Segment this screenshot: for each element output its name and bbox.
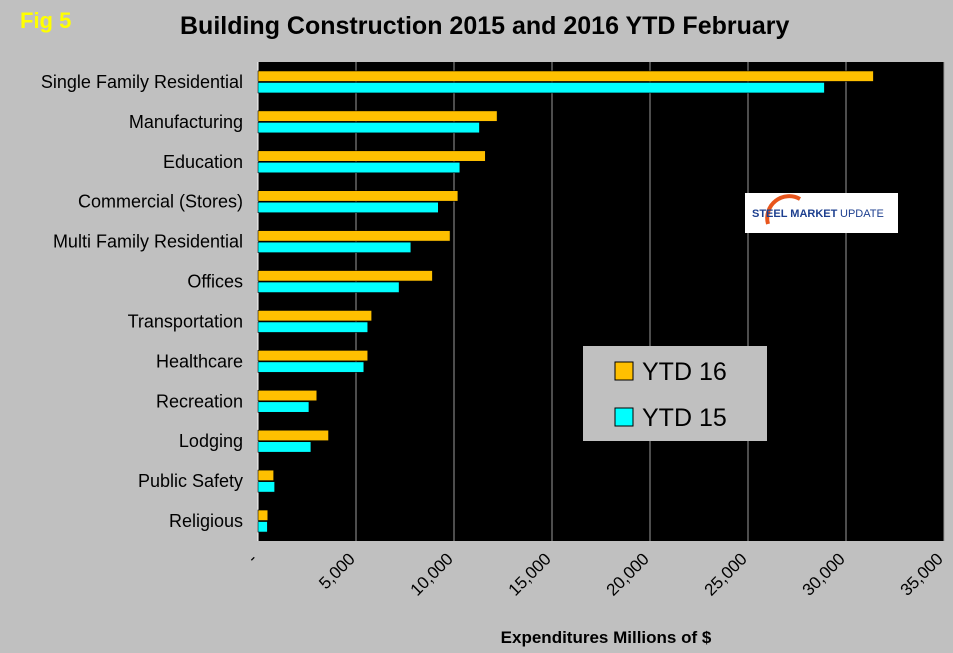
bar-ytd16	[257, 230, 451, 242]
legend-box	[583, 346, 767, 441]
bar-ytd15	[257, 441, 312, 453]
logo-word-update: UPDATE	[840, 208, 884, 220]
category-label: Transportation	[128, 311, 243, 331]
x-tick-label: -	[243, 549, 260, 566]
bar-ytd15	[257, 82, 825, 94]
x-tick-label: 20,000	[603, 549, 653, 599]
category-label: Single Family Residential	[41, 72, 243, 92]
category-label: Religious	[169, 511, 243, 531]
bar-ytd16	[257, 469, 274, 481]
bar-ytd16	[257, 389, 318, 402]
bar-ytd15	[257, 401, 310, 413]
legend-swatch-ytd16	[614, 361, 634, 381]
gridlines	[257, 62, 945, 541]
bar-ytd16	[257, 350, 369, 362]
category-label: Commercial (Stores)	[78, 192, 243, 212]
category-label: Multi Family Residential	[53, 232, 243, 252]
bars	[257, 70, 874, 533]
figure-label: Fig 5	[20, 8, 72, 33]
bar-ytd15	[257, 241, 412, 253]
bar-ytd15	[257, 521, 268, 533]
x-tick-labels: - 5,000 10,000 15,000 20,000 25,000 30,000 35,0…	[243, 549, 946, 599]
legend-label-ytd16: YTD 16	[642, 358, 727, 386]
bar-ytd15	[257, 281, 400, 293]
bar-ytd16	[257, 509, 269, 521]
category-label: Offices	[187, 272, 243, 292]
bar-ytd16	[257, 310, 372, 322]
bar-ytd15	[257, 122, 480, 134]
bar-ytd16	[257, 70, 874, 82]
chart-title: Building Construction 2015 and 2016 YTD …	[180, 12, 790, 40]
bar-ytd15	[257, 361, 365, 373]
logo-word-steel-market: STEEL MARKET	[752, 208, 838, 220]
x-tick-label: 5,000	[315, 549, 359, 593]
bar-ytd16	[257, 270, 433, 282]
bar-ytd16	[257, 190, 459, 202]
legend: YTD 16 YTD 15	[583, 346, 767, 441]
bar-ytd15	[257, 201, 439, 214]
category-label: Recreation	[156, 391, 243, 411]
plot-area	[258, 62, 944, 541]
bar-ytd16	[257, 110, 498, 122]
bar-ytd16	[257, 150, 486, 162]
category-label: Lodging	[179, 431, 243, 451]
steel-market-update-logo: STEEL MARKET UPDATE	[745, 193, 898, 233]
x-tick-label: 30,000	[799, 549, 849, 599]
category-label: Manufacturing	[129, 112, 243, 132]
legend-label-ytd15: YTD 15	[642, 404, 727, 432]
category-label: Education	[163, 152, 243, 172]
category-labels: Single Family Residential Manufacturing Ed…	[41, 72, 243, 531]
x-tick-label: 15,000	[505, 549, 555, 599]
bar-ytd15	[257, 161, 461, 174]
x-axis-label: Expenditures Millions of $	[501, 628, 712, 647]
category-label: Public Safety	[138, 471, 243, 491]
bar-ytd15	[257, 481, 275, 493]
bar-ytd15	[257, 321, 369, 333]
category-label: Healthcare	[156, 351, 243, 371]
logo-swoosh-icon	[765, 194, 801, 225]
x-tick-label: 35,000	[897, 549, 947, 599]
legend-swatch-ytd15	[614, 407, 634, 427]
x-tick-label: 25,000	[701, 549, 751, 599]
bar-ytd16	[257, 429, 329, 442]
x-tick-label: 10,000	[407, 549, 457, 599]
